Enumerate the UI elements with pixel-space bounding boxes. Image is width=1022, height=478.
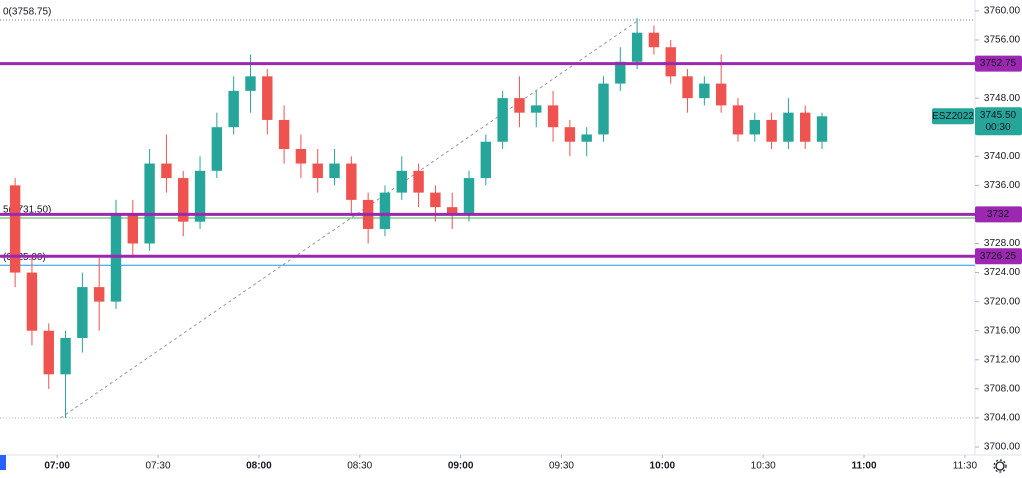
candle-body — [446, 207, 458, 215]
x-tick-label: 08:00 — [246, 461, 272, 472]
candle-body — [346, 163, 357, 200]
candle-body — [228, 90, 239, 128]
candle-body — [295, 149, 307, 164]
candle-body — [379, 192, 391, 229]
candle-body — [699, 83, 710, 99]
candle-body — [816, 116, 828, 142]
y-tick-label: 3700.00 — [984, 442, 1021, 453]
x-tick-label: 09:00 — [448, 461, 474, 472]
candle-body — [430, 192, 441, 208]
candle-body — [93, 287, 105, 302]
level-tag — [975, 206, 1022, 223]
y-tick-label: 3712.00 — [984, 354, 1021, 365]
price-tag — [975, 107, 1022, 136]
x-tick-label: 10:00 — [650, 461, 676, 472]
y-tick-label: 3720.00 — [984, 296, 1021, 307]
candle-body — [598, 83, 609, 135]
x-tick-label: 11:00 — [852, 461, 877, 472]
candle-body — [60, 337, 71, 375]
candle-body — [144, 163, 155, 244]
candle-body — [245, 76, 256, 91]
settings-icon[interactable] — [993, 459, 1007, 473]
candle-body — [9, 185, 21, 273]
candle-body — [682, 76, 693, 99]
candle-body — [497, 98, 508, 142]
y-tick-label: 3708.00 — [984, 383, 1021, 394]
level-tag-label: 3752.75 — [980, 58, 1017, 69]
candle-body — [631, 32, 643, 62]
fib-label: 5(3731.50) — [3, 205, 51, 216]
candle-body — [547, 105, 559, 128]
candle-body — [665, 47, 676, 77]
symbol-tag — [932, 108, 974, 125]
candle-body — [800, 112, 811, 142]
candle-body — [312, 163, 323, 179]
candle-body — [178, 178, 189, 222]
candle-body — [615, 61, 626, 84]
y-tick-label: 3740.00 — [984, 151, 1021, 162]
candle-body — [715, 83, 727, 106]
candle-body — [749, 119, 760, 135]
y-tick-label: 3756.00 — [984, 35, 1021, 46]
countdown-label: 00:30 — [985, 122, 1010, 133]
candle-body — [783, 112, 794, 142]
y-tick-label: 3704.00 — [984, 413, 1021, 424]
candle-body — [161, 163, 172, 179]
y-tick-label: 3736.00 — [984, 180, 1021, 191]
candle-body — [531, 105, 542, 113]
trend-line — [60, 19, 640, 419]
candle-body — [110, 214, 122, 302]
symbol-label: ESZ2022 — [932, 111, 974, 122]
candle-body — [278, 119, 290, 150]
candle-body — [329, 163, 340, 179]
candle-body — [396, 170, 407, 193]
y-tick-label: 3728.00 — [984, 238, 1021, 249]
candle-body — [26, 272, 38, 331]
candle-body — [262, 76, 273, 120]
x-tick-label: 11:30 — [953, 461, 978, 472]
candle-body — [127, 214, 139, 244]
fib-label: 0(3758.75) — [3, 7, 51, 18]
level-tag-label: 3732 — [987, 209, 1010, 220]
candle-body — [648, 32, 660, 48]
candle-body — [194, 170, 206, 222]
time-marker — [0, 455, 6, 470]
x-tick-label: 07:00 — [44, 461, 70, 472]
price-tag-label: 3745.50 — [980, 110, 1017, 121]
candle-body — [564, 127, 576, 142]
candle-body — [766, 119, 777, 142]
y-tick-label: 3724.00 — [984, 267, 1021, 278]
candle-body — [463, 178, 475, 215]
x-tick-label: 09:30 — [549, 461, 574, 472]
candle-body — [77, 287, 88, 338]
y-tick-label: 3748.00 — [984, 93, 1021, 104]
candle-body — [581, 134, 592, 142]
candle-body — [732, 105, 744, 135]
candle-body — [43, 330, 54, 375]
x-tick-label: 10:30 — [751, 461, 776, 472]
level-tag — [975, 55, 1022, 72]
level-tag — [975, 248, 1022, 265]
candle-body — [514, 98, 525, 113]
y-tick-label: 3760.00 — [984, 6, 1021, 17]
candle-body — [480, 141, 492, 179]
candle-body — [211, 127, 223, 171]
x-tick-label: 08:30 — [347, 461, 372, 472]
y-tick-label: 3716.00 — [984, 325, 1021, 336]
level-tag-label: 3726.25 — [980, 251, 1017, 262]
x-tick-label: 07:30 — [146, 461, 171, 472]
candle-body — [413, 170, 424, 193]
